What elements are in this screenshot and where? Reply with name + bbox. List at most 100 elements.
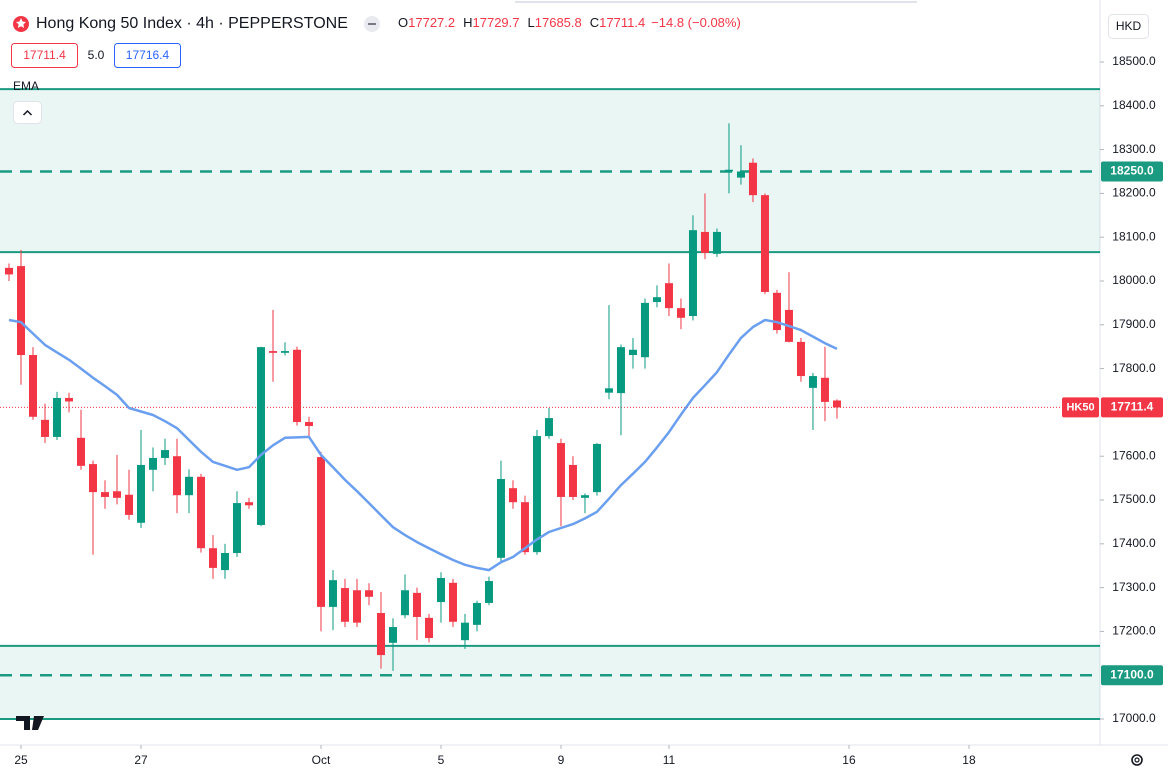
y-tick-label: 17800.0 — [1112, 361, 1156, 375]
x-tick-label: 27 — [134, 753, 148, 767]
collapse-icon — [22, 109, 33, 116]
ohlc-value: 17729.7 — [473, 15, 520, 30]
buy-price: 17716.4 — [126, 48, 170, 62]
level-axis-label: 17100.0 — [1110, 667, 1154, 681]
candle-body — [244, 502, 253, 506]
candle-body — [676, 308, 685, 318]
candle-body — [388, 627, 397, 643]
candle-body — [664, 283, 673, 309]
candle-body — [304, 422, 313, 426]
ema-line — [8, 318, 838, 572]
candle-body — [100, 492, 109, 497]
candle-body — [832, 400, 841, 408]
x-tick-label: 9 — [558, 753, 565, 767]
candle-body — [112, 491, 121, 498]
candle-body — [820, 377, 829, 402]
candle-body — [232, 503, 241, 554]
candle-body — [196, 476, 205, 549]
buy-box[interactable] — [114, 43, 181, 68]
chart-title: Hong Kong 50 Index · 4h · PEPPERSTONE — [36, 15, 348, 32]
ohlc-label: C — [590, 15, 599, 30]
candle-body — [424, 617, 433, 638]
candle-body — [796, 341, 805, 377]
candle-body — [760, 195, 769, 292]
y-tick-label: 18000.0 — [1112, 273, 1156, 287]
settings-icon[interactable] — [1131, 754, 1143, 766]
y-tick-label: 17400.0 — [1112, 536, 1156, 550]
last-price-label-bg — [1101, 397, 1163, 418]
candle-body — [520, 502, 529, 553]
currency-button[interactable] — [1108, 14, 1149, 39]
candle-body — [652, 297, 661, 303]
y-tick-label: 17300.0 — [1112, 580, 1156, 594]
candle-body — [340, 588, 349, 622]
currency: HKD — [1116, 19, 1142, 33]
y-tick-label: 17000.0 — [1112, 711, 1156, 725]
candle-body — [280, 351, 289, 353]
x-tick-label: 25 — [14, 753, 28, 767]
spread: 5.0 — [88, 48, 105, 62]
candle-body — [712, 231, 721, 254]
y-tick-label: 17600.0 — [1112, 448, 1156, 462]
zone — [0, 645, 1100, 720]
candle-body — [364, 590, 373, 597]
sell-box[interactable] — [11, 43, 78, 68]
candle-body — [328, 580, 337, 607]
y-tick-label: 18200.0 — [1112, 186, 1156, 200]
candle-body — [16, 266, 25, 356]
candle-body — [4, 267, 13, 275]
candle-body — [256, 347, 265, 525]
candle-body — [400, 590, 409, 616]
y-tick-label: 18100.0 — [1112, 229, 1156, 243]
candle-body — [640, 302, 649, 358]
candle-body — [316, 457, 325, 607]
last-price-name: HK50 — [1066, 401, 1094, 413]
x-tick-label: Oct — [312, 753, 331, 767]
ohlc-value: 17685.8 — [535, 15, 582, 30]
ohlc-label: H — [463, 15, 472, 30]
settings-icon-center — [1134, 757, 1140, 763]
candle-body — [64, 397, 73, 402]
candle-body — [76, 437, 85, 466]
candle-body — [700, 231, 709, 253]
candle-body — [136, 464, 145, 523]
last-price-label: 17711.4 — [1111, 400, 1154, 414]
candle-body — [484, 581, 493, 603]
candle-body — [628, 349, 637, 356]
y-tick-label: 17200.0 — [1112, 624, 1156, 638]
candle-body — [220, 553, 229, 571]
collapse-button[interactable] — [13, 101, 42, 124]
candle-body — [208, 548, 217, 568]
candle-body — [688, 230, 697, 317]
indicator-legend: EMA — [13, 79, 39, 93]
candle-body — [28, 355, 37, 417]
overlay: Hong Kong 50 Index · 4h · PEPPERSTONE O1… — [11, 14, 1149, 766]
candle-body — [724, 169, 733, 172]
candle-body — [436, 577, 445, 603]
tradingview-logo[interactable] — [16, 716, 44, 730]
candle-body — [160, 450, 169, 458]
candle-body — [376, 613, 385, 656]
candle-body — [412, 592, 421, 617]
y-tick-label: 18300.0 — [1112, 142, 1156, 156]
candle-body — [496, 478, 505, 558]
candle-body — [508, 488, 517, 503]
candle-body — [544, 418, 553, 437]
candle-body — [292, 349, 301, 423]
candle-body — [268, 351, 277, 353]
plot-area — [0, 88, 1100, 721]
x-tick-label: 5 — [438, 753, 445, 767]
candle-body — [592, 443, 601, 493]
candle-body — [88, 464, 97, 493]
candle-body — [472, 602, 481, 625]
y-tick-label: 18500.0 — [1112, 54, 1156, 68]
ohlc-change: −14.8 (−0.08%) — [651, 15, 741, 30]
sell-price: 17711.4 — [23, 48, 66, 62]
candle-body — [124, 494, 133, 515]
ohlc-value: 17727.2 — [408, 15, 455, 30]
candle-body — [448, 582, 457, 622]
candle-body — [808, 376, 817, 388]
candle-body — [184, 476, 193, 496]
candle-body — [460, 622, 469, 641]
